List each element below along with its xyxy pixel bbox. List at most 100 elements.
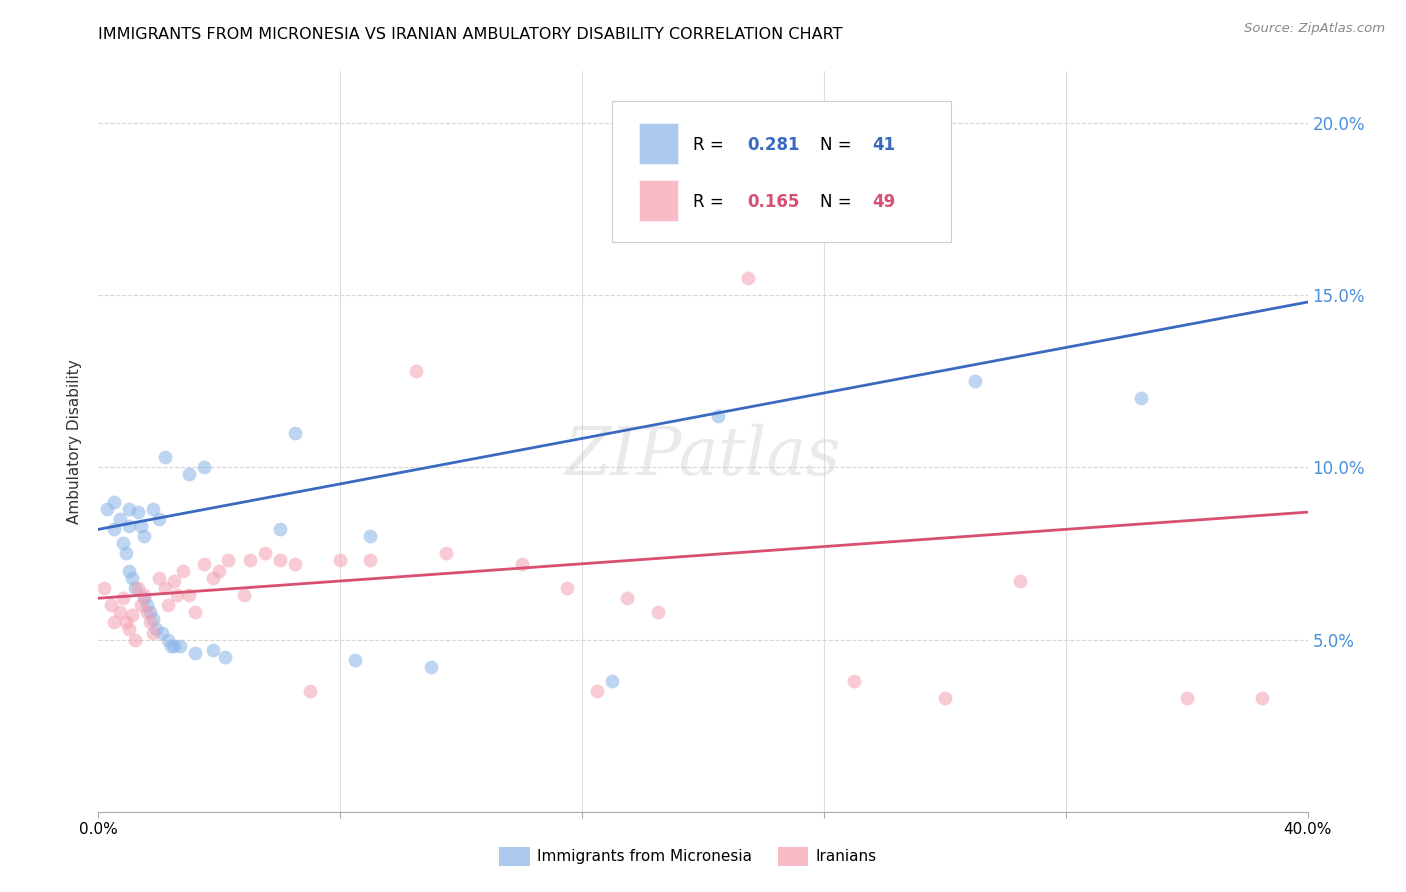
Point xyxy=(114,546,136,560)
Point xyxy=(169,640,191,654)
Point xyxy=(555,581,578,595)
Point xyxy=(108,512,131,526)
Point xyxy=(602,673,624,688)
Point xyxy=(1010,574,1032,588)
Point xyxy=(208,564,231,578)
Point xyxy=(586,684,609,698)
Point xyxy=(100,598,122,612)
Point xyxy=(127,505,149,519)
Point xyxy=(118,519,141,533)
Point xyxy=(179,467,201,482)
Point xyxy=(202,643,225,657)
Point xyxy=(121,608,143,623)
Point xyxy=(96,501,118,516)
Point xyxy=(405,364,427,378)
Point xyxy=(139,605,162,619)
Point xyxy=(965,374,987,388)
FancyBboxPatch shape xyxy=(613,101,950,242)
Point xyxy=(124,581,146,595)
Point xyxy=(1251,691,1274,706)
Text: N =: N = xyxy=(820,194,858,211)
Point xyxy=(103,615,125,630)
Point xyxy=(156,598,179,612)
Text: IMMIGRANTS FROM MICRONESIA VS IRANIAN AMBULATORY DISABILITY CORRELATION CHART: IMMIGRANTS FROM MICRONESIA VS IRANIAN AM… xyxy=(98,27,844,42)
Point xyxy=(111,591,134,606)
Point xyxy=(253,546,276,560)
Point xyxy=(108,605,131,619)
Point xyxy=(124,632,146,647)
Point xyxy=(129,519,152,533)
Point xyxy=(132,591,155,606)
Point xyxy=(132,588,155,602)
Point xyxy=(118,501,141,516)
Point xyxy=(148,512,170,526)
Text: R =: R = xyxy=(693,194,730,211)
Point xyxy=(934,691,956,706)
Text: 0.165: 0.165 xyxy=(748,194,800,211)
Point xyxy=(184,605,207,619)
Point xyxy=(142,625,165,640)
Point xyxy=(166,588,188,602)
Point xyxy=(93,581,115,595)
Point xyxy=(114,615,136,630)
Point xyxy=(121,570,143,584)
Point xyxy=(132,529,155,543)
Point xyxy=(360,553,382,567)
Text: ZIPatlas: ZIPatlas xyxy=(565,424,841,489)
Point xyxy=(269,522,291,536)
Point xyxy=(172,564,194,578)
Point xyxy=(179,588,201,602)
Point xyxy=(153,450,176,464)
Text: R =: R = xyxy=(693,136,730,154)
Point xyxy=(150,625,173,640)
Point xyxy=(1130,392,1153,406)
Point xyxy=(217,553,239,567)
Point xyxy=(647,605,669,619)
Point xyxy=(434,546,457,560)
Point xyxy=(148,570,170,584)
Point xyxy=(193,460,215,475)
Point xyxy=(193,557,215,571)
Text: 0.281: 0.281 xyxy=(748,136,800,154)
Point xyxy=(1175,691,1198,706)
Point xyxy=(692,116,714,130)
Point xyxy=(329,553,352,567)
Point xyxy=(420,660,443,674)
Point xyxy=(269,553,291,567)
Point xyxy=(239,553,262,567)
Point xyxy=(135,605,157,619)
Point xyxy=(284,557,307,571)
Point xyxy=(360,529,382,543)
Text: 41: 41 xyxy=(872,136,896,154)
Point xyxy=(202,570,225,584)
Point xyxy=(156,632,179,647)
Point xyxy=(214,649,236,664)
Text: N =: N = xyxy=(820,136,858,154)
Point xyxy=(163,640,186,654)
Text: Immigrants from Micronesia: Immigrants from Micronesia xyxy=(537,849,752,863)
Point xyxy=(299,684,322,698)
FancyBboxPatch shape xyxy=(638,123,678,164)
Point xyxy=(184,646,207,660)
Point xyxy=(139,615,162,630)
Y-axis label: Ambulatory Disability: Ambulatory Disability xyxy=(67,359,83,524)
Point xyxy=(707,409,730,423)
Point xyxy=(111,536,134,550)
Point xyxy=(616,591,638,606)
Point xyxy=(127,581,149,595)
Point xyxy=(142,501,165,516)
Point xyxy=(145,622,167,636)
FancyBboxPatch shape xyxy=(638,180,678,221)
Point xyxy=(284,425,307,440)
Point xyxy=(103,522,125,536)
Point xyxy=(510,557,533,571)
Text: Iranians: Iranians xyxy=(815,849,876,863)
Text: Source: ZipAtlas.com: Source: ZipAtlas.com xyxy=(1244,22,1385,36)
Point xyxy=(844,673,866,688)
Point xyxy=(163,574,186,588)
Point xyxy=(737,271,759,285)
Point xyxy=(118,622,141,636)
Point xyxy=(135,598,157,612)
Point xyxy=(344,653,367,667)
Point xyxy=(232,588,254,602)
